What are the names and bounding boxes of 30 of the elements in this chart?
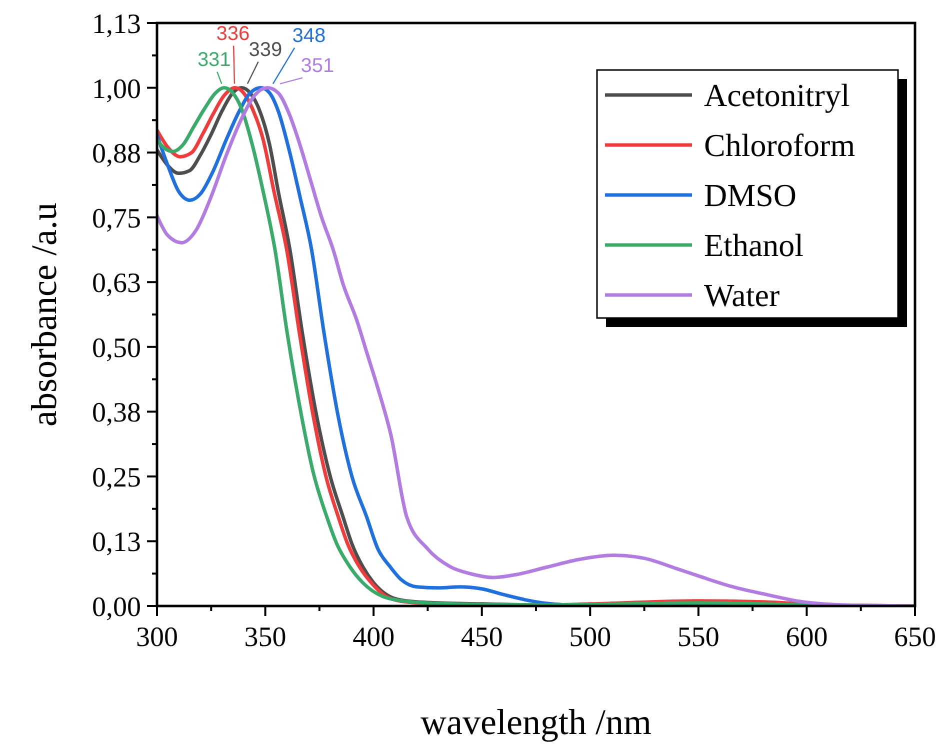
y-tick-label: 1,00 bbox=[92, 74, 141, 105]
y-tick-label: 0,25 bbox=[92, 462, 141, 494]
legend-label: Ethanol bbox=[704, 227, 804, 263]
annotation: 339 bbox=[248, 38, 282, 61]
y-tick-label: 0,38 bbox=[92, 398, 141, 429]
y-tick-label: 0,88 bbox=[92, 138, 141, 170]
legend-label: Water bbox=[704, 277, 780, 313]
x-tick-label: 550 bbox=[677, 622, 720, 653]
y-tick-label: 0,75 bbox=[92, 203, 141, 234]
y-axis-title: absorbance /a.u bbox=[24, 202, 64, 426]
x-tick-label: 450 bbox=[460, 622, 503, 653]
x-tick-label: 400 bbox=[352, 622, 395, 653]
x-tick-label: 500 bbox=[569, 622, 612, 653]
legend-label: Chloroform bbox=[704, 127, 856, 163]
annotation: 331 bbox=[197, 48, 231, 71]
y-tick-label: 0,63 bbox=[92, 268, 141, 300]
x-tick-label: 350 bbox=[244, 622, 286, 653]
annotation: 351 bbox=[300, 54, 334, 77]
annotation: 348 bbox=[292, 24, 326, 47]
legend-label: Acetonitryl bbox=[704, 77, 850, 113]
x-tick-label: 600 bbox=[786, 622, 828, 653]
y-tick-label: 1,13 bbox=[92, 9, 141, 40]
x-tick-label: 650 bbox=[894, 622, 936, 653]
x-axis-title: wavelength /nm bbox=[420, 702, 652, 742]
y-tick-label: 0,50 bbox=[92, 332, 141, 364]
annotation: 336 bbox=[216, 22, 250, 45]
y-tick-label: 0,13 bbox=[92, 527, 141, 558]
y-tick-label: 0,00 bbox=[92, 592, 141, 623]
x-tick-label: 300 bbox=[136, 622, 178, 653]
legend-label: DMSO bbox=[704, 177, 796, 213]
